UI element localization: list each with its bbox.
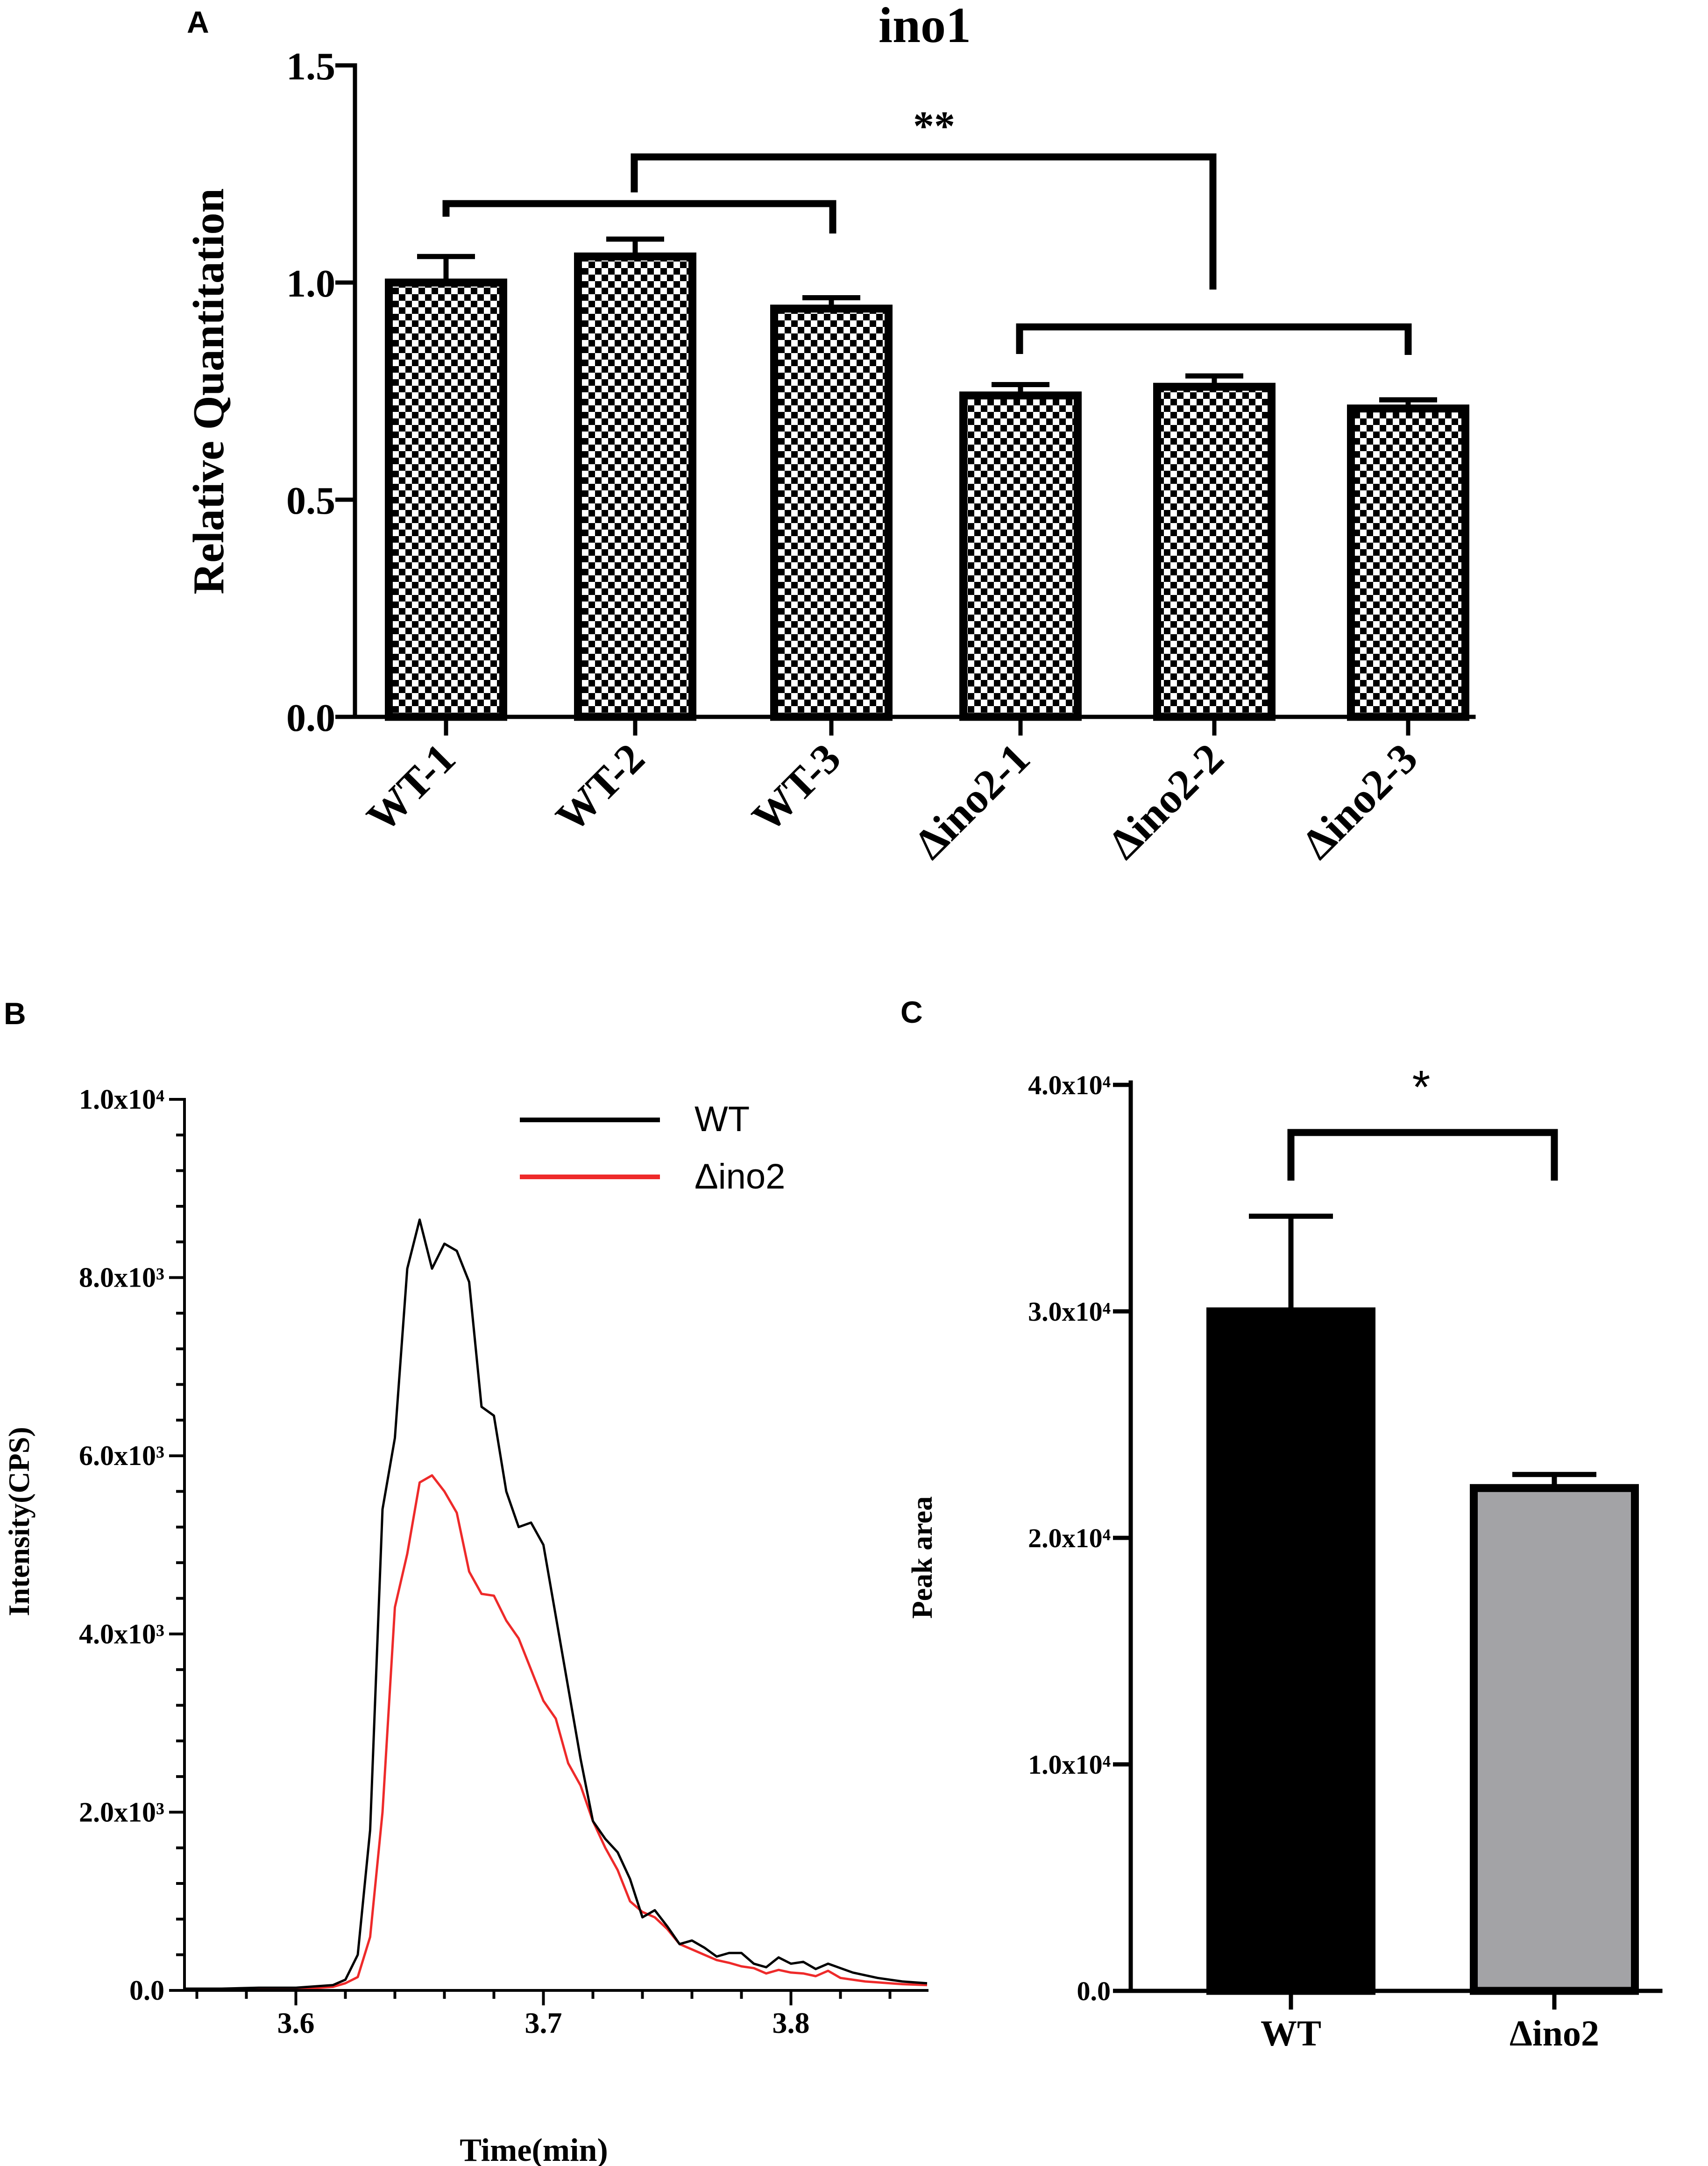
bracket-wt-group — [442, 200, 836, 234]
panel-a: A ino1 Relative Quantitation 0.0 0.5 1.0 1.… — [184, 0, 1476, 868]
a-xtick-label: WT-2 — [546, 734, 653, 841]
a-xtick-label: Δino2-3 — [1293, 734, 1426, 868]
b-ytick-label: 4.0x10³ — [79, 1619, 164, 1649]
a-bar-ino2-1-3 — [959, 391, 1082, 721]
bracket-between-groups — [631, 153, 1217, 290]
a-bar-wt-1-0 — [385, 278, 507, 721]
b-series-ino2-0 — [184, 1474, 928, 1991]
a-ytick-label: 0.0 — [286, 696, 335, 740]
a-bar-ino2-3-5 — [1347, 404, 1469, 721]
panel-b-series — [184, 1218, 928, 1991]
panel-c-ylabel: Peak area — [907, 1496, 938, 1619]
b-ytick-label: 1.0x10⁴ — [79, 1084, 164, 1115]
c-ytick-label: 3.0x10⁴ — [1028, 1296, 1111, 1327]
panel-a-brackets: ** — [442, 103, 1412, 355]
panel-a-axes — [353, 63, 1476, 719]
panel-a-y-ticks: 0.0 0.5 1.0 1.5 — [286, 45, 355, 740]
a-xtick-label: WT-3 — [743, 734, 850, 841]
b-ytick-label: 6.0x10³ — [79, 1440, 164, 1471]
b-ytick-label: 8.0x10³ — [79, 1262, 164, 1293]
c-ytick-label: 4.0x10⁴ — [1028, 1070, 1111, 1100]
significance-a: ** — [913, 103, 955, 149]
panel-c-bars — [1206, 1213, 1639, 1995]
panel-c-axes — [1128, 1080, 1663, 1993]
panel-a-bars — [385, 236, 1469, 721]
c-bar-wt-0 — [1206, 1307, 1375, 1995]
a-xtick-label: Δino2-2 — [1099, 734, 1233, 868]
panel-b: B Intensity(CPS) Time(min) 0.0 2.0x10³ 4.0… — [2, 996, 928, 2166]
panel-b-legend: WT Δino2 — [520, 1099, 785, 1196]
c-ytick-label: 2.0x10⁴ — [1028, 1523, 1111, 1553]
a-xtick-label: Δino2-1 — [905, 734, 1039, 868]
legend-wt-label: WT — [695, 1099, 750, 1139]
a-xtick-label: WT-1 — [357, 734, 464, 841]
panel-c: C Peak area 0.0 1.0x10⁴ 2.0x10⁴ 3.0x10⁴ 4.0x… — [900, 995, 1663, 2053]
significance-c: * — [1412, 1061, 1431, 1113]
panel-a-label: A — [187, 5, 209, 39]
a-bar-wt-2-1 — [574, 252, 696, 721]
c-xtick-label: Δino2 — [1510, 2013, 1599, 2053]
panel-b-xlabel: Time(min) — [460, 2132, 608, 2166]
b-xtick-label: 3.8 — [772, 2006, 810, 2039]
a-ytick-label: 1.5 — [286, 45, 335, 88]
panel-b-y-ticks: 0.0 2.0x10³ 4.0x10³ 6.0x10³ 8.0x10³ 1.0x10⁴ — [79, 1084, 184, 2006]
bracket-ino2-group — [1016, 323, 1412, 355]
panel-b-ylabel: Intensity(CPS) — [2, 1427, 35, 1616]
panel-b-label: B — [4, 996, 26, 1031]
panel-a-x-ticks: WT-1 WT-2 WT-3 Δino2-1 Δino2-2 Δino2-3 — [357, 717, 1426, 868]
panel-c-x-ticks: WT Δino2 — [1261, 1991, 1599, 2053]
legend-ino2-label: Δino2 — [695, 1157, 785, 1196]
panel-c-label: C — [900, 995, 923, 1029]
b-series-wt-1 — [184, 1218, 928, 1990]
a-ytick-label: 0.5 — [286, 479, 335, 523]
panel-a-ylabel: Relative Quantitation — [184, 188, 233, 594]
panel-b-x-ticks: 3.6 3.7 3.8 — [195, 1990, 892, 2039]
panel-b-axes — [183, 1098, 928, 1992]
b-ytick-label: 0.0 — [129, 1975, 164, 2006]
c-ytick-label: 0.0 — [1077, 1976, 1111, 2006]
b-xtick-label: 3.6 — [277, 2006, 315, 2039]
a-bar-ino2-2-4 — [1153, 382, 1276, 721]
bracket-c — [1287, 1129, 1558, 1181]
b-ytick-label: 2.0x10³ — [79, 1797, 164, 1827]
a-bar-wt-3-2 — [770, 304, 893, 721]
b-xtick-label: 3.7 — [525, 2006, 562, 2039]
panel-c-y-ticks: 0.0 1.0x10⁴ 2.0x10⁴ 3.0x10⁴ 4.0x10⁴ — [1028, 1070, 1131, 2006]
c-bar-ino2-1 — [1470, 1484, 1639, 1995]
c-ytick-label: 1.0x10⁴ — [1028, 1749, 1111, 1780]
c-xtick-label: WT — [1261, 2013, 1321, 2053]
a-ytick-label: 1.0 — [286, 262, 335, 305]
panel-a-title: ino1 — [879, 0, 971, 53]
